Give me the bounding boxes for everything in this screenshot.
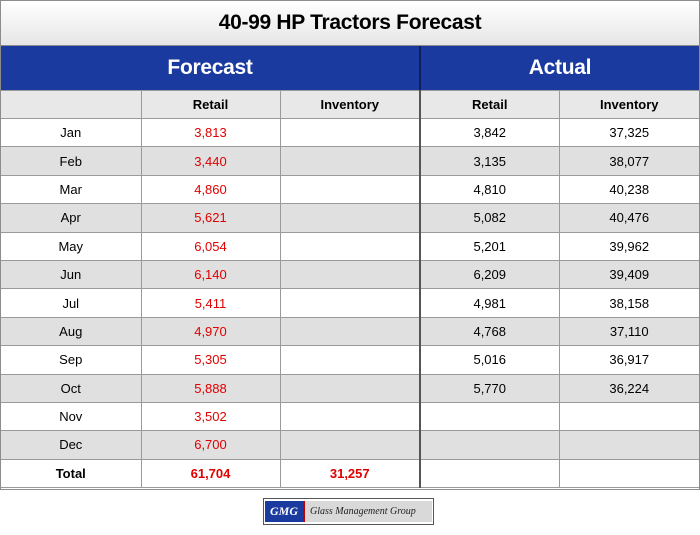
total-actual-retail [420,458,560,489]
table-row: Aug 4,970 4,768 37,110 [1,316,699,347]
actual-retail-cell: 5,082 [420,203,560,233]
forecast-retail-cell: 4,970 [141,316,281,347]
month-cell: Dec [1,430,142,460]
actual-retail-cell: 3,842 [420,117,560,148]
total-forecast-inventory: 31,257 [280,458,421,489]
company-logo: GMG Glass Management Group [263,498,434,525]
forecast-inventory-cell [280,146,421,176]
actual-inventory-cell: 37,325 [559,117,699,148]
actual-retail-cell [420,430,560,460]
actual-inventory-cell: 39,962 [559,231,699,261]
actual-inventory-cell: 40,238 [559,174,699,205]
forecast-inventory-cell [280,430,421,460]
forecast-retail-cell: 6,054 [141,231,281,261]
actual-inventory-cell: 40,476 [559,203,699,233]
actual-inventory-cell [559,430,699,460]
month-cell: Oct [1,373,142,403]
month-cell: May [1,231,142,261]
table-row: May 6,054 5,201 39,962 [1,231,699,261]
actual-inventory-cell: 38,158 [559,288,699,318]
actual-inventory-cell: 36,917 [559,345,699,375]
actual-retail-cell: 4,981 [420,288,560,318]
forecast-retail-cell: 5,305 [141,345,281,375]
forecast-inventory-cell [280,401,421,432]
month-cell: Nov [1,401,142,432]
forecast-inventory-cell [280,345,421,375]
forecast-retail-cell: 5,411 [141,288,281,318]
actual-retail-cell: 5,770 [420,373,560,403]
forecast-inventory-cell [280,231,421,261]
forecast-inventory-cell [280,373,421,403]
total-forecast-retail: 61,704 [141,458,281,489]
actual-retail-cell: 5,016 [420,345,560,375]
actual-inventory-cell: 39,409 [559,259,699,290]
forecast-inventory-cell [280,117,421,148]
actual-retail-header: Retail [420,90,560,119]
forecast-inventory-cell [280,203,421,233]
month-cell: Sep [1,345,142,375]
forecast-retail-cell: 3,813 [141,117,281,148]
forecast-retail-cell: 6,700 [141,430,281,460]
table-row: Jan 3,813 3,842 37,325 [1,117,699,148]
group-header-row: Forecast Actual [1,46,699,90]
actual-retail-cell: 5,201 [420,231,560,261]
month-cell: Jun [1,259,142,290]
logo-badge: GMG [265,501,305,522]
actual-retail-cell: 4,768 [420,316,560,347]
actual-inventory-cell: 37,110 [559,316,699,347]
month-column-header [1,90,142,119]
month-cell: Feb [1,146,142,176]
month-cell: Mar [1,174,142,205]
forecast-group-header: Forecast [1,46,421,90]
actual-retail-cell: 4,810 [420,174,560,205]
table-row: Jun 6,140 6,209 39,409 [1,259,699,290]
actual-inventory-cell: 38,077 [559,146,699,176]
forecast-inventory-cell [280,288,421,318]
month-cell: Aug [1,316,142,347]
actual-group-header: Actual [528,56,592,79]
actual-inventory-cell: 36,224 [559,373,699,403]
table-row: Apr 5,621 5,082 40,476 [1,203,699,233]
month-cell: Jan [1,117,142,148]
table-title: 40-99 HP Tractors Forecast [1,1,699,46]
table-row: Jul 5,411 4,981 38,158 [1,288,699,318]
total-label: Total [1,458,142,489]
forecast-retail-cell: 3,502 [141,401,281,432]
column-header-row: Retail Inventory Retail Inventory [1,90,699,119]
forecast-inventory-cell [280,316,421,347]
forecast-table-frame: 40-99 HP Tractors Forecast Forecast Actu… [0,0,700,490]
actual-retail-cell: 6,209 [420,259,560,290]
forecast-retail-header: Retail [141,90,281,119]
forecast-inventory-header: Inventory [280,90,421,119]
forecast-retail-cell: 5,888 [141,373,281,403]
total-actual-inventory [559,458,699,489]
forecast-retail-cell: 4,860 [141,174,281,205]
month-cell: Jul [1,288,142,318]
forecast-retail-cell: 6,140 [141,259,281,290]
table-row: Nov 3,502 [1,401,699,432]
actual-retail-cell [420,401,560,432]
actual-inventory-header: Inventory [559,90,699,119]
forecast-retail-cell: 3,440 [141,146,281,176]
forecast-data-table: Retail Inventory Retail Inventory Jan 3,… [1,90,699,489]
forecast-inventory-cell [280,259,421,290]
actual-retail-cell: 3,135 [420,146,560,176]
logo-company-name: Glass Management Group [305,501,432,522]
total-row: Total 61,704 31,257 [1,458,699,489]
table-row: Sep 5,305 5,016 36,917 [1,345,699,375]
month-cell: Apr [1,203,142,233]
table-row: Dec 6,700 [1,430,699,460]
table-row: Feb 3,440 3,135 38,077 [1,146,699,176]
forecast-retail-cell: 5,621 [141,203,281,233]
table-row: Mar 4,860 4,810 40,238 [1,174,699,205]
table-row: Oct 5,888 5,770 36,224 [1,373,699,403]
forecast-inventory-cell [280,174,421,205]
actual-inventory-cell [559,401,699,432]
